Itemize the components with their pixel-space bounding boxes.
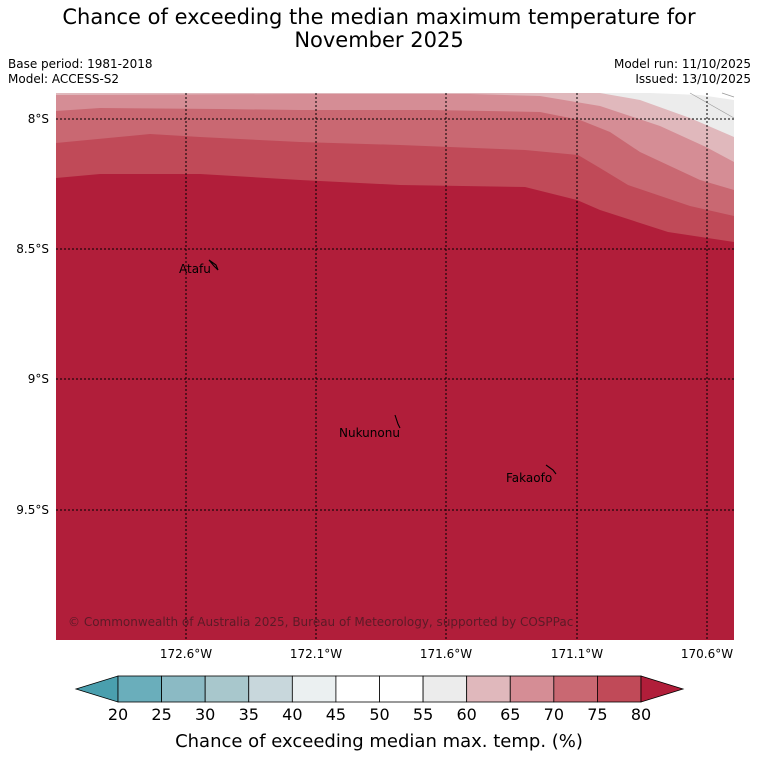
model-name: Model: ACCESS-S2: [8, 72, 120, 86]
colorbar-tick-label: 70: [544, 705, 564, 724]
base-period: Base period: 1981-2018: [8, 57, 153, 71]
map-panel: Atafu Nukunonu Fakaofo © Commonwealth of…: [56, 92, 735, 640]
colorbar-low-extension: [74, 675, 119, 703]
colorbar-tick-label: 65: [500, 705, 520, 724]
colorbar-segments: [117, 675, 642, 703]
title-line-1: Chance of exceeding the median maximum t…: [62, 5, 696, 29]
colorbar: 20 25 30 35 40 45 50 55 60 65 70 75 80: [74, 675, 685, 724]
lon-label-170-6w: 170.6°W: [681, 647, 733, 661]
lon-label-172-1w: 172.1°W: [290, 647, 342, 661]
colorbar-segment: [553, 675, 598, 703]
lon-label-171-6w: 171.6°W: [420, 647, 472, 661]
meta-left: Base period: 1981-2018 Model: ACCESS-S2: [8, 57, 153, 87]
title-line-2: November 2025: [294, 28, 464, 52]
contour-50-55: [650, 93, 734, 100]
colorbar-tick-label: 35: [239, 705, 259, 724]
island-outlines: [208, 259, 557, 475]
colorbar-tick-label: 75: [587, 705, 607, 724]
lon-label-171-1w: 171.1°W: [551, 647, 603, 661]
colorbar-segment: [248, 675, 293, 703]
nukunonu-outline: [394, 414, 401, 429]
colorbar-segment: [204, 675, 250, 703]
colorbar-tick-label: 50: [369, 705, 389, 724]
lat-label-9s: 9°S: [28, 372, 49, 386]
lat-label-8-5s: 8.5°S: [16, 242, 49, 256]
contour-70-75: [56, 93, 734, 216]
place-label-nukunonu: Nukunonu: [339, 426, 400, 440]
colorbar-tick-label: 40: [282, 705, 302, 724]
place-label-fakaofo: Fakaofo: [506, 471, 552, 485]
colorbar-tick-label: 30: [195, 705, 215, 724]
colorbar-segment: [466, 675, 511, 703]
colorbar-tick-label: 55: [413, 705, 433, 724]
colorbar-segment: [422, 675, 468, 703]
colorbar-tick-label: 60: [456, 705, 476, 724]
issued-date: Issued: 13/10/2025: [635, 72, 751, 86]
lon-label-172-6w: 172.6°W: [160, 647, 212, 661]
copyright-text: © Commonwealth of Australia 2025, Bureau…: [68, 615, 573, 629]
colorbar-high-extension: [640, 675, 685, 703]
colorbar-tick-label: 80: [631, 705, 651, 724]
meta-right: Model run: 11/10/2025 Issued: 13/10/2025: [614, 57, 751, 87]
colorbar-label: Chance of exceeding median max. temp. (%…: [175, 731, 583, 752]
colorbar-segment: [509, 675, 555, 703]
model-run: Model run: 11/10/2025: [613, 57, 751, 71]
contour-55-60: [577, 93, 734, 137]
colorbar-segment: [117, 675, 162, 703]
map-title: Chance of exceeding the median maximum t…: [0, 6, 758, 52]
place-label-atafu: Atafu: [179, 262, 211, 276]
colorbar-segment: [161, 675, 206, 703]
fakaofo-outline: [545, 464, 557, 475]
colorbar-tick-label: 45: [326, 705, 346, 724]
lat-label-8s: 8°S: [28, 112, 49, 126]
graticule: [56, 93, 734, 640]
colorbar-segment: [379, 675, 424, 703]
colorbar-tick-label: 20: [108, 705, 128, 724]
colorbar-tick-label: 25: [151, 705, 171, 724]
atafu-outline: [208, 259, 219, 271]
colorbar-segment: [335, 675, 380, 703]
lat-label-9-5s: 9.5°S: [16, 503, 49, 517]
colorbar-segment: [597, 675, 642, 703]
colorbar-segment: [291, 675, 337, 703]
colorbar-ticks: 20 25 30 35 40 45 50 55 60 65 70 75 80: [108, 705, 651, 724]
